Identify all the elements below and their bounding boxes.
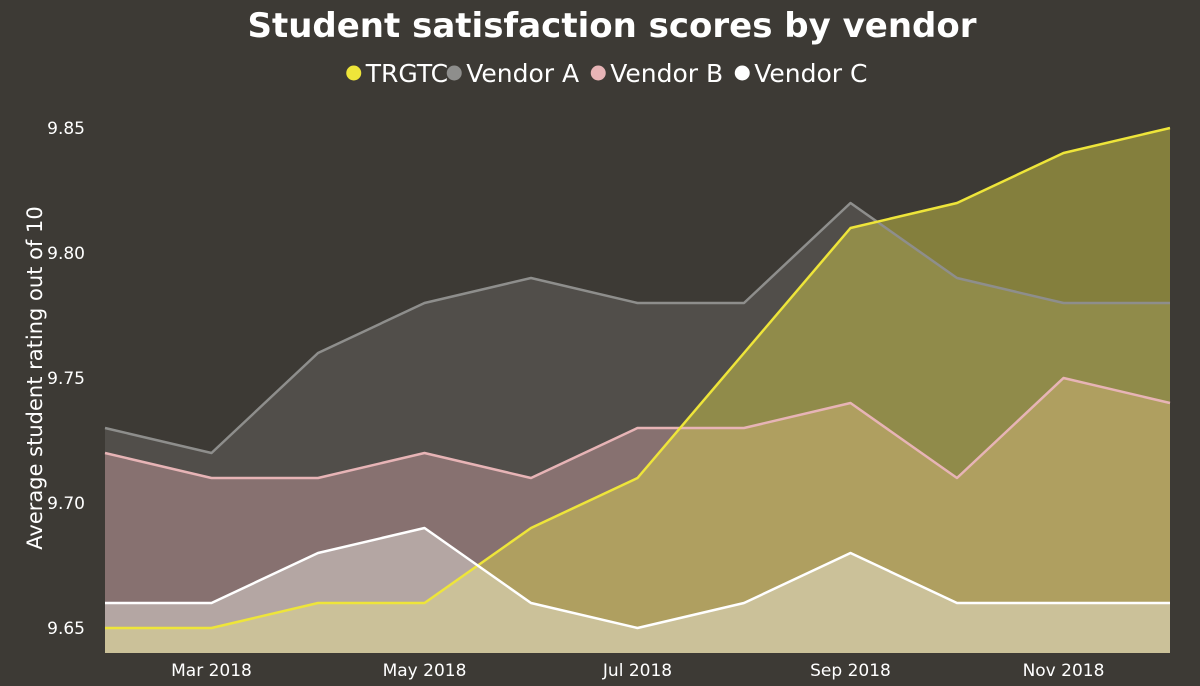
y-tick-label: 9.65 [47, 619, 85, 639]
x-tick-label: Sep 2018 [810, 661, 891, 681]
legend-label: Vendor C [754, 59, 867, 88]
y-tick-label: 9.70 [47, 494, 85, 514]
legend-swatch [346, 65, 362, 81]
line-vendor-a [104, 201, 1170, 455]
line-vendor-b [104, 376, 1171, 480]
x-tick-label: Mar 2018 [171, 661, 252, 681]
x-axis-ticks: Mar 2018 May 2018 Jul 2018 Sep 2018 Nov 2018 [171, 661, 1104, 681]
legend-swatch [734, 65, 750, 81]
legend-item-trgtc: TRGTC [346, 59, 448, 88]
line-trgtc [105, 126, 1171, 630]
plot-areas [105, 128, 1170, 653]
legend-item-vendor-b: Vendor B [590, 59, 723, 88]
legend-label: TRGTC [365, 59, 448, 88]
y-tick-label: 9.75 [47, 369, 85, 389]
x-tick-label: May 2018 [383, 661, 467, 681]
y-tick-label: 9.85 [47, 119, 85, 139]
y-axis-ticks: 9.65 9.70 9.75 9.80 9.85 [47, 119, 85, 639]
y-axis-title: Average student rating out of 10 [23, 206, 47, 549]
legend-item-vendor-a: Vendor A [446, 59, 579, 88]
area-trgtc [105, 128, 1170, 653]
legend: TRGTC Vendor A Vendor B Vendor C [346, 59, 867, 88]
legend-label: Vendor B [610, 59, 723, 88]
chart-title: Student satisfaction scores by vendor [247, 6, 976, 46]
line-vendor-c [105, 526, 1170, 630]
legend-item-vendor-c: Vendor C [734, 59, 867, 88]
legend-swatch [446, 65, 462, 81]
area-vendor-b [105, 378, 1170, 653]
plot-lines [104, 126, 1171, 630]
y-tick-label: 9.80 [47, 244, 85, 264]
x-tick-label: Jul 2018 [602, 661, 672, 681]
x-tick-label: Nov 2018 [1023, 661, 1105, 681]
legend-label: Vendor A [466, 59, 579, 88]
area-vendor-c [105, 528, 1170, 653]
legend-swatch [590, 65, 606, 81]
